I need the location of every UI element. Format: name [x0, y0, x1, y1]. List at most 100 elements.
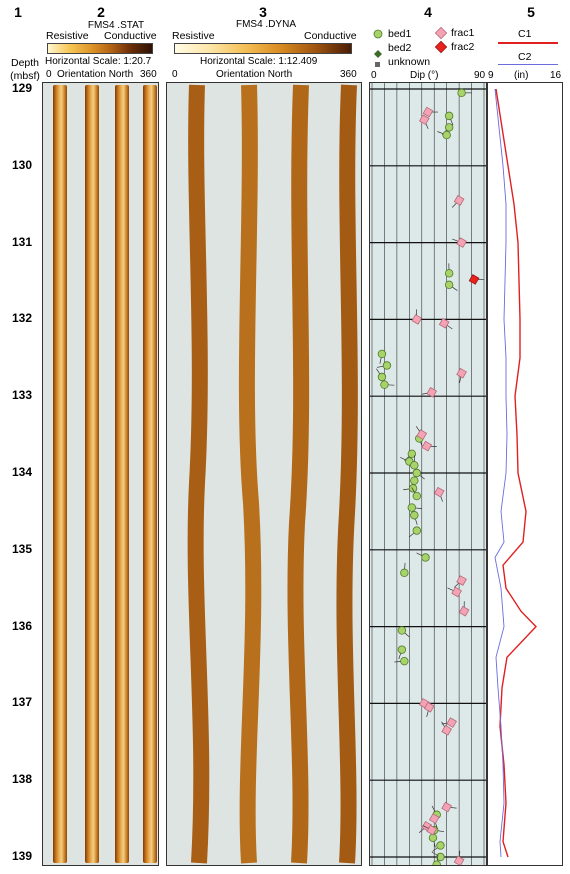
caliper-plot-panel	[487, 82, 563, 866]
caliper-c1-legend-line	[498, 42, 558, 44]
bed1-point	[412, 468, 421, 478]
frac1-point	[438, 317, 450, 329]
stat-pad-strip	[85, 85, 99, 863]
frac1-point	[453, 195, 465, 206]
bed1-point	[377, 372, 387, 382]
stat-pad-strip	[115, 85, 129, 863]
dyna-horizontal-scale: Horizontal Scale: 1:12.409	[200, 56, 318, 67]
legend-unknown-label: unknown	[388, 56, 431, 68]
stat-image-panel	[42, 82, 159, 866]
dyna-conductive-label: Conductive	[304, 30, 357, 42]
stat-title: FMS4 .STAT	[87, 20, 145, 31]
bed1-point	[400, 656, 409, 666]
depth-tick-label: 138	[11, 772, 33, 787]
depth-tick-label: 135	[11, 541, 33, 556]
frac1-point	[441, 724, 452, 736]
bed1-point	[457, 88, 466, 98]
frac1-point	[411, 314, 423, 325]
depth-axis: 129 130 131 132 133 134 135 136 137 138 139	[0, 0, 46, 874]
depth-header-line1: Depth	[10, 57, 40, 69]
column-number-5: 5	[527, 4, 535, 20]
bed1-point	[436, 841, 445, 850]
legend-frac1-marker	[434, 26, 448, 40]
dyna-pad-strip	[238, 84, 262, 864]
dyna-orientation-label: Orientation North	[216, 69, 293, 80]
frac1-point	[453, 855, 465, 865]
bed1-point	[436, 852, 445, 862]
stat-pad-strip	[53, 85, 67, 863]
dyna-tick-left: 0	[172, 69, 178, 80]
bed1-point	[397, 626, 407, 635]
dyna-pad-strips	[187, 84, 358, 864]
caliper-c2-curve	[494, 88, 508, 858]
caliper-axis-unit: (in)	[514, 70, 529, 81]
depth-tick-label: 129	[11, 81, 33, 95]
dyna-resistive-label: Resistive	[172, 30, 215, 42]
bed1-point	[444, 111, 454, 121]
column-number-1: 1	[14, 4, 22, 20]
legend-bed1-label: bed1	[388, 28, 412, 40]
bed1-point	[444, 123, 454, 132]
depth-tick-label: 137	[11, 695, 33, 710]
frac1-point	[456, 575, 467, 586]
dyna-tick-right: 360	[340, 69, 357, 80]
bed1-point	[407, 503, 417, 512]
bed1-point	[407, 449, 417, 458]
caliper-c1-curve	[495, 88, 537, 858]
stat-orientation-label: Orientation North	[57, 69, 134, 80]
depth-header-line2: (mbsf)	[10, 70, 40, 82]
dyna-pad-strip	[187, 84, 210, 864]
frac1-point	[418, 114, 430, 126]
column-number-3: 3	[259, 4, 267, 20]
dip-axis-min: 0	[371, 70, 377, 81]
frac1-point	[423, 701, 435, 713]
dyna-title: FMS4 .DYNA	[235, 19, 296, 30]
frac1-point	[446, 717, 457, 728]
caliper-c2-label: C2	[518, 51, 532, 63]
dip-legend: bed1 bed2 unknown frac1 frac2	[370, 20, 486, 82]
bed1-point	[442, 130, 451, 140]
frac1-point	[426, 387, 438, 398]
legend-symbols	[373, 26, 448, 67]
caliper-axis-min: 9	[488, 70, 494, 81]
depth-tick-label: 134	[11, 465, 33, 479]
frac1-point	[458, 605, 470, 617]
stat-pad-strip	[143, 85, 157, 863]
frac1-point	[422, 106, 434, 118]
frac1-point	[426, 824, 438, 836]
dyna-color-scale	[174, 43, 352, 54]
stat-horizontal-scale: Horizontal Scale: 1:20.7	[45, 56, 152, 67]
depth-tick-label: 136	[11, 618, 33, 633]
legend-frac1-label: frac1	[451, 27, 475, 39]
dyna-pad-strip	[336, 84, 358, 864]
frac1-point	[451, 586, 462, 598]
stat-resistive-label: Resistive	[46, 30, 89, 42]
bed1-point	[410, 476, 419, 485]
legend-bed1-marker	[373, 29, 383, 39]
caliper-axis-max: 16	[550, 70, 562, 81]
stat-tick-right: 360	[140, 69, 157, 80]
frac1-point	[428, 813, 440, 824]
bed1-point	[421, 553, 430, 562]
bed1-point	[408, 484, 418, 493]
depth-tick-label: 130	[11, 157, 33, 172]
caliper-c1-label: C1	[518, 28, 532, 40]
dip-plot	[370, 83, 486, 865]
dip-axis-label: Dip (°)	[410, 70, 439, 81]
legend-bed2-marker	[374, 50, 382, 58]
caliper-plot	[494, 88, 537, 858]
stat-color-scale	[47, 43, 153, 54]
bed1-point	[412, 491, 421, 501]
frac1-point	[433, 486, 445, 498]
legend-bed2-label: bed2	[388, 42, 412, 54]
bed1-point	[380, 380, 389, 389]
frac1-point	[441, 801, 452, 813]
depth-tick-label: 133	[11, 388, 33, 403]
dyna-image-panel	[166, 82, 362, 866]
caliper-c2-legend-line	[498, 64, 558, 65]
bed1-point	[444, 280, 454, 290]
dip-axis-max: 90	[474, 70, 486, 81]
depth-tick-label: 132	[11, 311, 33, 326]
bed1-point	[377, 349, 387, 359]
bed1-point	[412, 526, 421, 535]
